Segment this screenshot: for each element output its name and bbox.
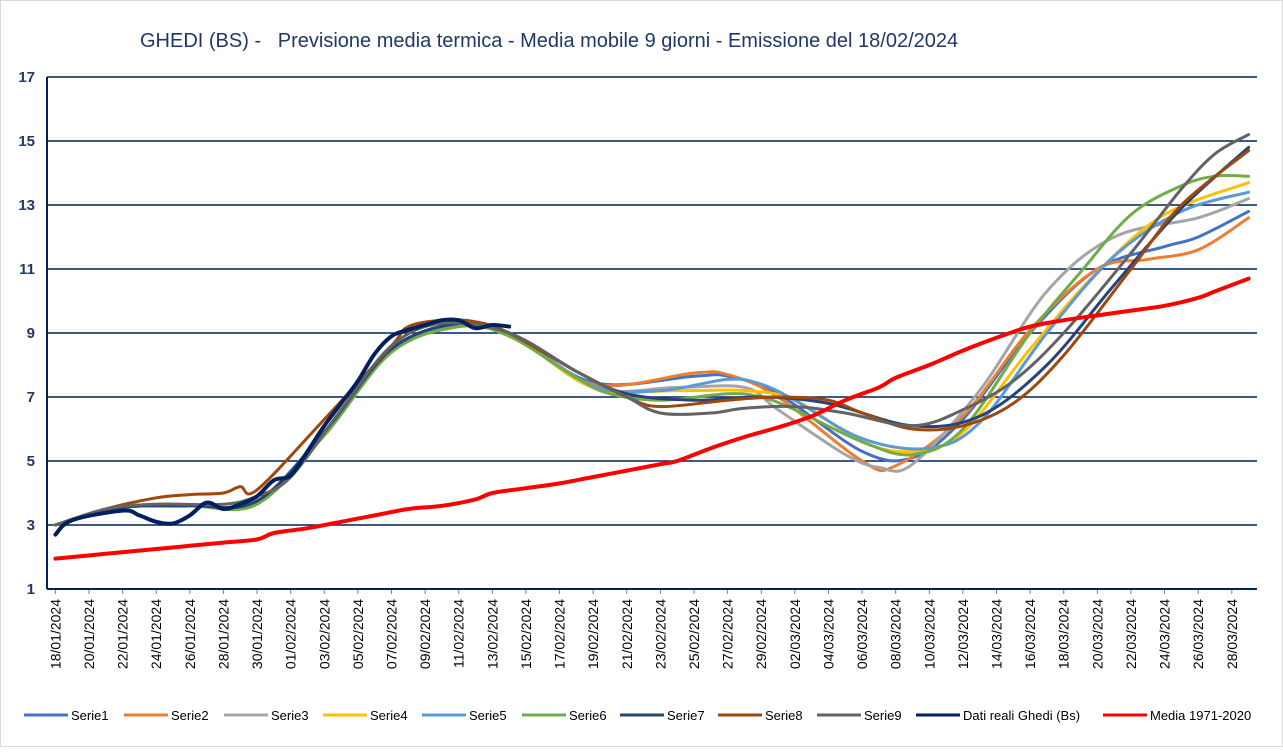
series-line [53, 276, 1251, 561]
x-tick-label: 26/01/2024 [182, 599, 198, 669]
series-lines [53, 133, 1251, 561]
x-tick-label: 03/02/2024 [316, 599, 332, 669]
x-tick-label: 21/02/2024 [619, 599, 635, 669]
legend-label: Serie7 [667, 708, 705, 723]
x-tick-label: 04/03/2024 [820, 599, 836, 669]
x-tick-label: 07/02/2024 [384, 599, 400, 669]
legend: Serie1 Serie2 Serie3 Serie4 Serie5 Serie6 Seri… [24, 708, 1251, 723]
x-tick-label: 10/03/2024 [921, 599, 937, 669]
x-tick-label: 20/03/2024 [1089, 599, 1105, 669]
x-tick-label: 13/02/2024 [484, 599, 500, 669]
legend-label: Serie9 [864, 708, 902, 723]
x-tick-label: 25/02/2024 [686, 599, 702, 669]
x-tick-label: 28/03/2024 [1224, 599, 1240, 669]
x-tick-label: 09/02/2024 [417, 599, 433, 669]
x-tick-label: 15/02/2024 [518, 599, 534, 669]
x-tick-label: 18/01/2024 [47, 599, 63, 669]
x-tick-label: 05/02/2024 [350, 599, 366, 669]
x-tick-label: 29/02/2024 [753, 599, 769, 669]
x-tick-label: 17/02/2024 [552, 599, 568, 669]
y-tick-label: 3 [27, 517, 35, 534]
x-tick-label: 20/01/2024 [81, 599, 97, 669]
chart-title: GHEDI (BS) - Previsione media termica - … [140, 30, 958, 52]
x-tick-label: 22/03/2024 [1123, 599, 1139, 669]
y-tick-label: 9 [27, 325, 35, 342]
x-axis-ticks: 18/01/2024 20/01/2024 22/01/2024 24/01/2024… [47, 589, 1240, 669]
legend-label: Media 1971-2020 [1150, 708, 1251, 723]
series-line [53, 145, 1251, 527]
legend-label: Serie4 [370, 708, 408, 723]
x-tick-label: 18/03/2024 [1056, 599, 1072, 669]
x-tick-label: 11/02/2024 [451, 599, 467, 668]
y-tick-label: 15 [18, 133, 35, 150]
x-tick-label: 28/01/2024 [215, 599, 231, 669]
x-tick-label: 08/03/2024 [888, 599, 904, 669]
y-tick-label: 5 [27, 453, 35, 470]
gridlines [47, 76, 1257, 526]
x-tick-label: 16/03/2024 [1022, 599, 1038, 669]
y-tick-label: 7 [27, 389, 35, 406]
legend-label: Serie8 [765, 708, 803, 723]
legend-label: Serie3 [271, 708, 309, 723]
legend-label: Serie6 [569, 708, 607, 723]
y-tick-label: 1 [27, 581, 35, 598]
x-tick-label: 24/03/2024 [1157, 599, 1173, 669]
x-tick-label: 19/02/2024 [585, 599, 601, 669]
y-tick-label: 11 [19, 261, 35, 278]
x-tick-label: 12/03/2024 [955, 599, 971, 669]
x-tick-label: 27/02/2024 [720, 599, 736, 669]
y-tick-label: 17 [18, 69, 35, 86]
axes [46, 77, 1257, 590]
x-tick-label: 02/03/2024 [787, 599, 803, 669]
x-tick-label: 24/01/2024 [148, 599, 164, 669]
legend-label: Serie1 [71, 708, 109, 723]
x-tick-label: 22/01/2024 [115, 599, 131, 669]
legend-label: Dati reali Ghedi (Bs) [963, 708, 1080, 723]
x-tick-label: 23/02/2024 [652, 599, 668, 669]
x-tick-label: 01/02/2024 [283, 599, 299, 669]
legend-label: Serie2 [171, 708, 209, 723]
series-line [53, 317, 512, 537]
x-tick-label: 26/03/2024 [1190, 599, 1206, 669]
legend-label: Serie5 [469, 708, 507, 723]
x-tick-label: 14/03/2024 [989, 599, 1005, 669]
x-tick-label: 30/01/2024 [249, 599, 265, 669]
y-tick-label: 13 [18, 197, 35, 214]
x-tick-label: 06/03/2024 [854, 599, 870, 669]
